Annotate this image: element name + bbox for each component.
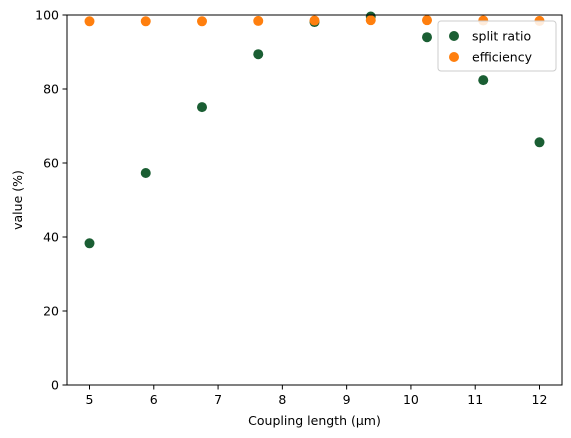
x-tick-label-7: 12 bbox=[532, 392, 548, 407]
point-split-ratio-7 bbox=[478, 75, 489, 86]
x-tick-label-2: 7 bbox=[214, 392, 222, 407]
y-tick-label-3: 60 bbox=[43, 156, 59, 171]
point-efficiency-0 bbox=[84, 16, 95, 27]
x-tick-label-5: 10 bbox=[403, 392, 419, 407]
point-split-ratio-0 bbox=[84, 238, 95, 249]
point-split-ratio-8 bbox=[534, 137, 545, 148]
plot-area bbox=[67, 15, 562, 385]
legend-label-efficiency: efficiency bbox=[472, 50, 533, 65]
point-split-ratio-3 bbox=[253, 49, 264, 60]
x-tick-label-3: 8 bbox=[278, 392, 286, 407]
x-tick-label-4: 9 bbox=[343, 392, 351, 407]
point-efficiency-5 bbox=[365, 15, 376, 26]
point-split-ratio-6 bbox=[422, 32, 432, 43]
legend: split ratio efficiency bbox=[437, 20, 557, 72]
point-efficiency-6 bbox=[422, 15, 432, 26]
x-tick-label-1: 6 bbox=[150, 392, 158, 407]
x-axis-label: Coupling length (µm) bbox=[248, 413, 381, 428]
data-points bbox=[84, 11, 545, 249]
axes-frame bbox=[66, 14, 563, 386]
point-efficiency-3 bbox=[253, 15, 264, 26]
y-axis-label: value (%) bbox=[10, 170, 25, 230]
point-split-ratio-1 bbox=[140, 167, 151, 178]
axes bbox=[66, 14, 563, 386]
point-efficiency-1 bbox=[140, 16, 151, 27]
y-tick-label-4: 80 bbox=[43, 82, 59, 97]
point-split-ratio-2 bbox=[197, 102, 207, 113]
legend-marker-efficiency bbox=[449, 52, 459, 62]
y-tick-label-5: 100 bbox=[35, 8, 59, 23]
point-efficiency-2 bbox=[197, 16, 207, 27]
y-tick-label-0: 0 bbox=[51, 378, 59, 393]
x-tick-label-0: 5 bbox=[86, 392, 94, 407]
legend-label-split-ratio: split ratio bbox=[472, 29, 531, 44]
point-efficiency-4 bbox=[309, 15, 320, 26]
legend-box bbox=[437, 20, 557, 72]
y-tick-label-1: 20 bbox=[43, 304, 59, 319]
tick-marks: 5 6 7 8 9 10 11 12 0 20 40 60 80 100 bbox=[35, 8, 547, 408]
legend-marker-split-ratio bbox=[449, 31, 459, 41]
y-tick-label-2: 40 bbox=[43, 230, 59, 245]
x-tick-label-6: 11 bbox=[467, 392, 483, 407]
